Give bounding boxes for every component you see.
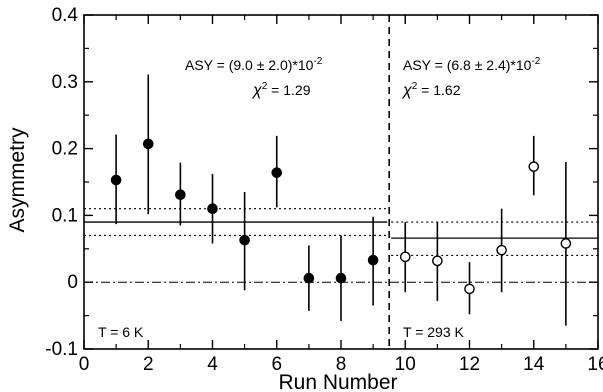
data-point-2-1 <box>399 251 411 263</box>
data-points <box>110 74 572 326</box>
data-point-2-3 <box>464 283 475 295</box>
y-tick-label: -0.1 <box>45 339 78 360</box>
x-tick-label: 16 <box>587 354 603 375</box>
right-chi2-annotation: χ2 = 1.62 <box>401 81 461 99</box>
data-point-2-5 <box>528 161 540 172</box>
data-point-1-9 <box>367 254 379 266</box>
left-chi2-annotation: χ2 = 1.29 <box>251 81 311 99</box>
data-point-1-3 <box>175 189 186 200</box>
left-asy-annotation: ASY = (9.0 ± 2.0)*10-2 <box>185 56 323 73</box>
data-point-1-4 <box>207 203 218 215</box>
data-point-2-6 <box>560 238 572 249</box>
y-axis-title: Asymmetry <box>6 127 29 233</box>
data-point-1-6 <box>271 167 283 178</box>
right-temperature-label: T = 293 K <box>403 324 465 340</box>
x-tick-label: 0 <box>79 354 90 375</box>
x-tick-label: 2 <box>143 354 154 375</box>
data-point-2-2 <box>432 255 443 267</box>
x-tick-label: 4 <box>207 354 218 375</box>
y-tick-label: 0.1 <box>52 205 78 226</box>
x-axis-title: Run Number <box>278 371 397 392</box>
data-point-1-2 <box>142 138 154 150</box>
data-point-1-1 <box>110 174 122 186</box>
x-tick-label: 14 <box>523 354 545 375</box>
x-tick-label: 8 <box>336 354 347 375</box>
data-point-1-5 <box>239 234 250 246</box>
x-tick-label: 6 <box>271 354 282 375</box>
x-tick-label: 12 <box>459 354 480 375</box>
y-tick-label: 0 <box>67 272 78 293</box>
right-asy-annotation: ASY = (6.8 ± 2.4)*10-2 <box>403 56 541 73</box>
left-temperature-label: T = 6 K <box>98 324 144 340</box>
y-tick-label: 0.2 <box>52 139 78 160</box>
axis-ticks: 0246810121416-0.100.10.20.30.4 <box>45 5 603 375</box>
data-point-1-8 <box>335 272 347 284</box>
data-point-1-7 <box>303 272 315 284</box>
x-tick-label: 10 <box>395 354 416 375</box>
y-tick-label: 0.4 <box>52 5 79 26</box>
y-tick-label: 0.3 <box>52 72 78 93</box>
data-point-2-4 <box>496 244 507 256</box>
